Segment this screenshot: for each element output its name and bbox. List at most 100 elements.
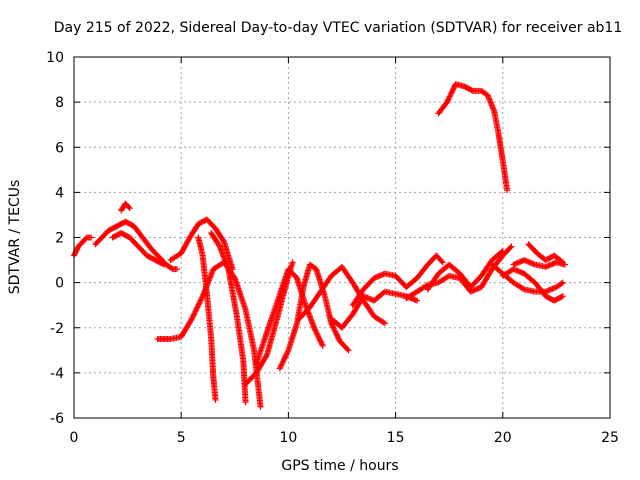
data-point-marker [216,242,223,249]
data-series-arc-21 [510,257,568,270]
data-series-arc-13 [328,288,421,331]
data-point-marker [498,249,505,256]
plot-frame [73,56,611,419]
data-point-marker [212,396,219,403]
data-point-marker [319,342,326,349]
x-tick-label: 0 [70,430,79,446]
x-tick-label: 5 [177,430,186,446]
data-point-marker [159,260,166,267]
data-point-marker [282,354,289,361]
data-point-marker [278,362,285,369]
data-series-arc-17 [435,81,511,194]
data-series-arc-10 [253,266,326,367]
data-point-marker [126,205,133,212]
data-point-marker [317,338,324,345]
data-point-marker [311,326,318,333]
data-point-marker [316,335,323,342]
data-point-marker [446,94,453,101]
data-point-marker [319,341,326,348]
data-point-marker [507,244,514,251]
data-series-arc-8 [154,259,264,410]
data-point-marker [311,324,318,331]
y-tick-label: 4 [55,185,64,201]
data-point-marker [313,328,320,335]
data-point-marker [558,280,565,287]
data-point-marker [276,365,283,372]
data-point-marker [561,261,568,268]
data-series-arc-16 [424,248,506,293]
data-series-arc-3 [118,200,133,214]
data-point-marker [317,337,324,344]
data-point-marker [289,259,296,266]
data-point-marker [242,399,249,406]
data-point-marker [559,279,566,286]
data-series-arc-6 [195,234,219,403]
data-point-marker [508,243,515,250]
y-tick-label: 10 [46,50,64,66]
data-point-marker [88,234,95,241]
data-series-arc-14 [349,252,446,309]
data-point-marker [330,324,337,331]
data-point-marker [220,237,227,244]
x-tick-label: 25 [601,430,619,446]
data-points-layer [71,81,568,410]
data-point-marker [314,331,321,338]
data-series-arc-12 [296,263,388,327]
data-point-marker [283,351,290,358]
data-point-marker [257,403,264,410]
data-series-arc-20 [525,241,566,266]
data-point-marker [284,350,291,357]
data-point-marker [447,92,454,99]
data-point-marker [315,334,322,341]
data-point-marker [280,357,287,364]
data-series-arc-19 [499,266,566,304]
data-point-marker [468,87,475,94]
data-series-arc-5 [167,216,236,273]
data-point-marker [344,346,351,353]
data-point-marker [168,265,175,272]
grid-layer [74,57,610,418]
data-point-marker [313,330,320,337]
data-point-marker [450,85,457,92]
data-point-marker [559,293,566,300]
data-point-marker [277,363,284,370]
data-point-marker [125,204,132,211]
data-point-marker [334,332,341,339]
data-point-marker [279,359,286,366]
data-point-marker [504,187,511,194]
x-axis-label: GPS time / hours [281,458,398,474]
data-series-arc-4 [109,229,168,268]
data-point-marker [381,320,388,327]
data-point-marker [330,325,337,332]
data-point-marker [380,319,387,326]
data-point-marker [318,340,325,347]
data-point-marker [445,96,452,103]
data-point-marker [332,329,339,336]
data-point-marker [439,259,446,266]
y-tick-label: -4 [50,366,64,382]
data-point-marker [332,328,339,335]
y-tick-label: 8 [55,95,64,111]
chart-title: Day 215 of 2022, Sidereal Day-to-day VTE… [54,20,623,36]
data-point-marker [278,361,285,368]
data-point-marker [558,293,565,300]
data-point-marker [334,334,341,341]
data-point-marker [263,353,270,360]
data-series-arc-15 [403,243,515,302]
data-point-marker [312,327,319,334]
data-point-marker [345,347,352,354]
x-tick-label: 20 [494,430,512,446]
data-point-marker [161,261,168,268]
data-point-marker [448,90,455,97]
y-tick-label: 0 [55,276,64,292]
data-point-marker [438,258,445,265]
y-axis-label: SDTVAR / TECUs [7,180,23,295]
data-point-marker [281,355,288,362]
data-point-marker [414,297,421,304]
y-tick-label: -2 [50,321,64,337]
data-point-marker [519,285,526,292]
data-point-marker [331,327,338,334]
y-tick-label: 6 [55,140,64,156]
